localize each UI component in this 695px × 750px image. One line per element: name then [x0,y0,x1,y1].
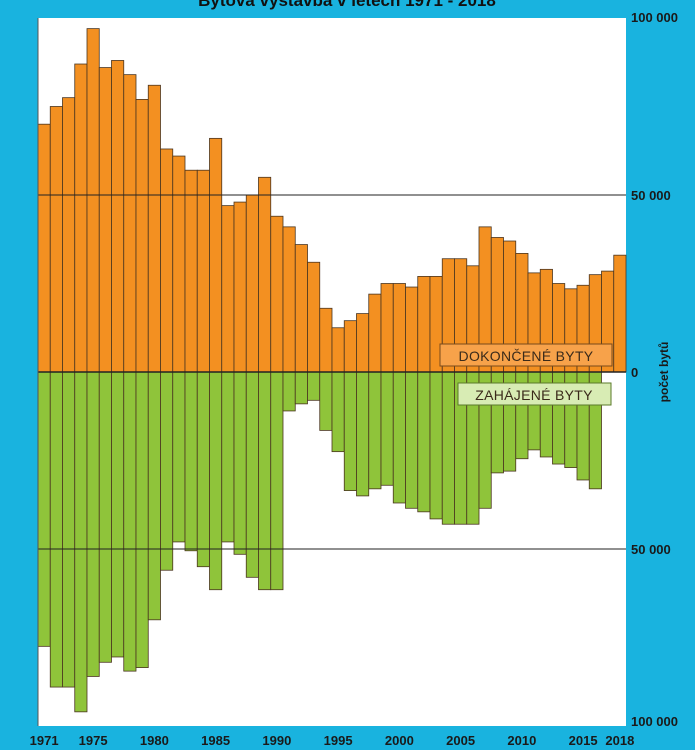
y-tick-label: 50 000 [631,188,671,203]
bar-started-1975 [86,371,100,677]
bar-started-1972 [49,371,63,688]
bar-started-1973 [62,371,76,688]
bar-completed-1998 [368,293,382,373]
bar-started-1982 [172,371,186,543]
bar-completed-1997 [356,313,370,373]
legend-completed-label: DOKONČENÉ BYTY [459,348,594,364]
bar-completed-1992 [294,244,308,373]
bar-completed-1982 [172,155,186,373]
y-tick-label: 50 000 [631,542,671,557]
x-tick-label: 1995 [324,733,353,748]
bar-started-1988 [245,371,259,578]
bar-completed-1973 [62,97,76,373]
bar-started-1983 [184,371,198,552]
y-axis-label: počet bytů [657,342,671,403]
x-tick-label: 2000 [385,733,414,748]
legend-completed: DOKONČENÉ BYTY [439,343,613,367]
bar-started-1979 [135,371,149,668]
bar-started-1994 [319,371,333,431]
bar-completed-1983 [184,169,198,373]
bar-started-1987 [233,371,247,555]
bar-started-1993 [307,371,321,401]
bar-started-1981 [160,371,174,571]
bar-started-1986 [221,371,235,543]
bar-started-1976 [98,371,112,663]
x-tick-label: 2015 [569,733,598,748]
x-tick-label: 1971 [30,733,59,748]
x-tick-label: 2010 [507,733,536,748]
bar-completed-2002 [417,276,431,373]
bar-completed-1985 [209,137,223,373]
x-axis-ticks: 1971 1975 1980 1985 1990 1995 2000 2005 2010 2015… [30,733,635,748]
bar-completed-1993 [307,261,321,373]
bar-started-1971 [37,371,51,647]
bar-completed-2000 [392,283,406,373]
bar-started-2003 [429,371,443,520]
chart-title: Bytová výstavba v letech 1971 - 2018 [198,0,496,10]
x-tick-label: 1980 [140,733,169,748]
legend-completed-box [439,343,613,367]
bar-started-1989 [258,371,272,591]
bar-started-1974 [74,371,88,713]
bar-completed-1995 [331,327,345,373]
legend-started-box [457,382,612,406]
bar-completed-1991 [282,226,296,373]
bar-started-2001 [405,371,419,509]
x-tick-label: 1975 [79,733,108,748]
bar-started-1999 [380,371,394,486]
bar-started-1978 [123,371,137,672]
bar-started-1991 [282,371,296,412]
bar-completed-1994 [319,307,333,373]
bar-completed-1987 [233,201,247,373]
bar-completed-1996 [343,320,357,373]
x-tick-label: 1990 [262,733,291,748]
y-tick-label: 0 [631,365,638,380]
x-tick-label: 2018 [605,733,634,748]
bar-completed-1979 [135,99,149,373]
bar-completed-1975 [86,28,100,373]
bar-started-1980 [147,371,161,621]
gridlines [37,18,626,726]
y-tick-label: 100 000 [631,714,678,729]
bar-completed-1989 [258,176,272,373]
bar-completed-1978 [123,74,137,373]
legend-started: ZAHÁJENÉ BYTY [457,382,612,406]
bar-completed-1976 [98,67,112,373]
bar-started-1992 [294,371,308,405]
bar-completed-1999 [380,283,394,373]
bar-started-1998 [368,371,382,490]
legend-started-label: ZAHÁJENÉ BYTY [475,387,593,403]
bar-completed-1986 [221,205,235,373]
bar-started-1985 [209,371,223,591]
bar-started-1997 [356,371,370,497]
bar-completed-1974 [74,63,88,373]
bar-started-2000 [392,371,406,504]
bar-completed-1972 [49,106,63,373]
bar-started-1995 [331,371,345,453]
bar-started-2002 [417,371,431,513]
x-tick-label: 2005 [446,733,475,748]
bar-completed-1984 [196,169,210,373]
bar-completed-1977 [111,60,125,373]
bar-completed-1990 [270,215,284,373]
bar-completed-2001 [405,286,419,373]
bar-completed-2018 [613,254,627,373]
bar-completed-1981 [160,148,174,373]
bar-completed-1988 [245,194,259,373]
y-tick-label: 100 000 [631,10,678,25]
x-tick-label: 1985 [201,733,230,748]
y-axis-ticks: 100 000 50 000 0 50 000 100 000 [631,10,678,729]
bar-started-1984 [196,371,210,568]
bar-started-2004 [441,371,455,525]
bar-started-1977 [111,371,125,658]
bar-started-1996 [343,371,357,491]
bar-completed-1971 [37,123,51,373]
bar-started-1990 [270,371,284,591]
bar-completed-1980 [147,84,161,373]
